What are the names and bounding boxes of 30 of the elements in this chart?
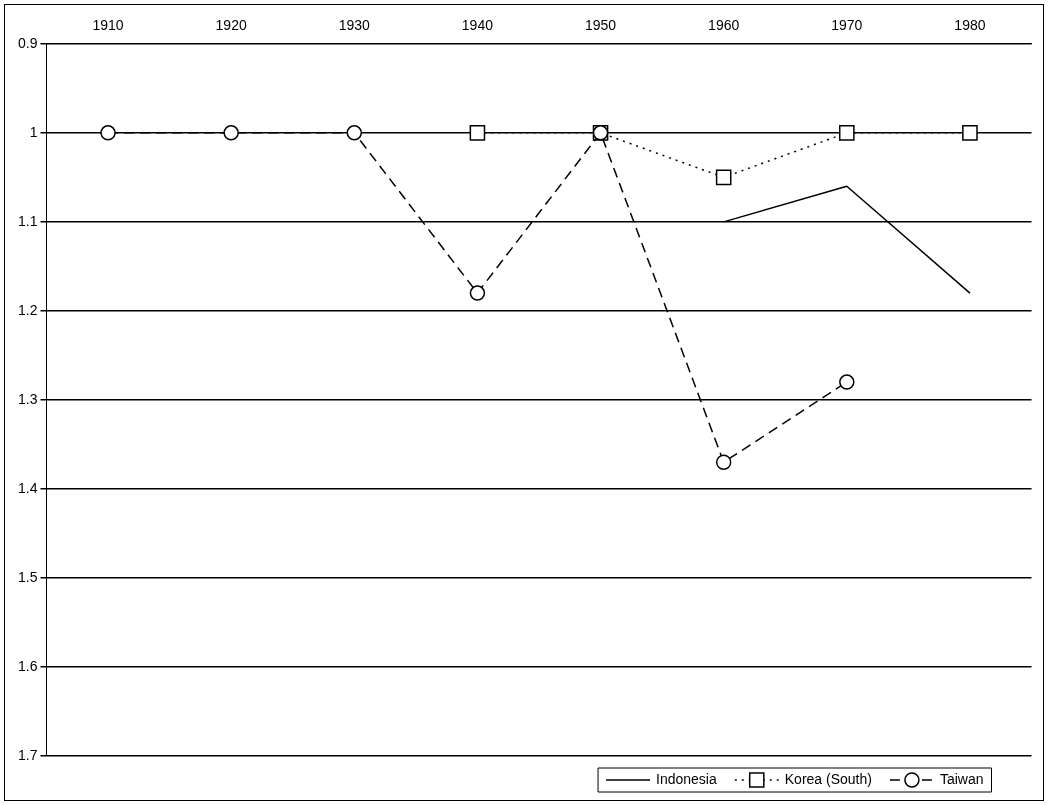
x-tick-label: 1950 — [584, 17, 617, 34]
x-tick-label: 1930 — [338, 17, 371, 34]
y-tick-label: 1 — [29, 123, 38, 140]
x-tick-label: 1980 — [954, 17, 986, 34]
y-tick-label: 0.9 — [17, 34, 38, 51]
point — [715, 454, 732, 470]
point — [100, 125, 116, 141]
y-tick-label: 1.3 — [17, 390, 38, 407]
point — [346, 125, 363, 141]
point — [962, 125, 978, 141]
point — [839, 374, 855, 390]
legend-label: Korea (South) — [784, 770, 872, 787]
y-tick-label: 1.7 — [17, 746, 38, 763]
y-tick-label: 1.6 — [17, 657, 38, 674]
y-tick-label: 1.2 — [17, 301, 38, 318]
x-tick-label: 1960 — [708, 17, 740, 34]
point — [469, 285, 486, 301]
x-tick-label: 1970 — [831, 17, 863, 34]
x-tick-label: 1920 — [215, 17, 247, 34]
point — [223, 125, 239, 141]
x-tick-label: 1940 — [461, 17, 494, 34]
point — [715, 169, 732, 186]
y-tick-label: 1.4 — [17, 479, 38, 496]
y-tick-label: 1.1 — [17, 212, 38, 229]
legend-label: Indonesia — [656, 770, 717, 787]
y-tick-label: 1.5 — [17, 568, 38, 585]
point — [838, 125, 855, 141]
x-tick-label: 1910 — [92, 17, 124, 34]
legend-label: Taiwan — [939, 770, 984, 787]
point — [469, 125, 486, 141]
